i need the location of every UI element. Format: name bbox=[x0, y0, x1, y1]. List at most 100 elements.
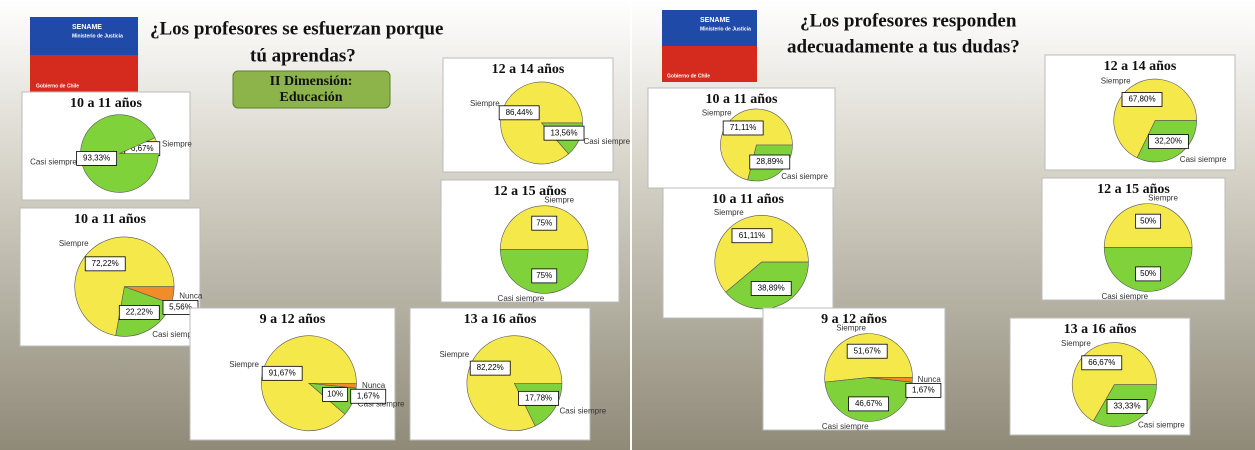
badge-text: Educación bbox=[279, 90, 342, 105]
value-label-box bbox=[731, 228, 773, 244]
value-label: 67,80% bbox=[1128, 95, 1155, 104]
value-label: 61,11% bbox=[739, 231, 766, 240]
logo-name: SENAME bbox=[72, 24, 102, 31]
category-label: Casi siempre bbox=[1101, 292, 1148, 301]
value-label: 51,67% bbox=[854, 346, 881, 355]
category-label: Siempre bbox=[1148, 193, 1178, 202]
pie-chart: 13 a 16 años Siempre 66,67% Casi siempre 33,… bbox=[1009, 317, 1191, 436]
logo-government: Gobierno de Chile bbox=[667, 73, 710, 79]
category-label: Casi siempre bbox=[358, 399, 405, 408]
pie-chart: 10 a 11 años Siempre 72,22% Casi siempre 22,… bbox=[19, 207, 203, 347]
value-label: 32,20% bbox=[1155, 137, 1182, 146]
value-label-box bbox=[531, 215, 558, 231]
chart-title: 13 a 16 años bbox=[464, 312, 537, 327]
value-label-box bbox=[350, 388, 387, 404]
value-label: 5,56% bbox=[169, 303, 192, 312]
value-label-box bbox=[118, 305, 160, 320]
chart-title: 12 a 15 años bbox=[1097, 182, 1170, 197]
value-label-box bbox=[905, 383, 942, 398]
pie-chart: 12 a 14 años Siempre 67,80% Casi siempre 32,… bbox=[1044, 54, 1236, 171]
chart-title: 10 a 11 años bbox=[712, 192, 785, 207]
value-label: 17,78% bbox=[525, 393, 552, 402]
value-label-box bbox=[84, 256, 126, 272]
value-label-box bbox=[1147, 134, 1189, 150]
category-label: Casi siempre bbox=[1180, 155, 1227, 164]
logo-government: Gobierno de Chile bbox=[36, 83, 79, 89]
logo: SENAME Ministerio de Justicia Gobierno d… bbox=[30, 17, 138, 92]
value-label: 10% bbox=[327, 390, 343, 399]
value-label-box bbox=[543, 125, 585, 141]
value-label: 86,44% bbox=[506, 108, 533, 117]
value-label-box bbox=[261, 365, 303, 381]
value-label: 33,33% bbox=[1113, 402, 1140, 411]
category-label: Casi siempre bbox=[30, 158, 77, 167]
category-label: Nunca bbox=[918, 375, 942, 384]
value-label-box bbox=[162, 300, 199, 315]
value-label: 50% bbox=[1140, 216, 1156, 225]
value-label-box bbox=[531, 268, 558, 284]
value-label-box bbox=[1135, 266, 1162, 282]
value-label: 66,67% bbox=[1088, 358, 1115, 367]
category-label: Siempre bbox=[714, 208, 744, 217]
pie-chart: 9 a 12 años Siempre 91,67% Casi siempre 10% N… bbox=[189, 307, 405, 441]
value-label: 75% bbox=[536, 271, 552, 280]
badge-text: II Dimensión: bbox=[270, 74, 353, 89]
category-label: Siempre bbox=[544, 195, 574, 204]
value-label: 13,56% bbox=[550, 128, 577, 137]
category-label: Siempre bbox=[470, 99, 500, 108]
value-label-box bbox=[76, 151, 118, 166]
pie-chart: 10 a 11 años Siempre 6,67% Casi siempre 93,3… bbox=[21, 91, 192, 201]
value-label: 93,33% bbox=[83, 154, 110, 163]
chart-title: 13 a 16 años bbox=[1064, 322, 1137, 337]
logo-ministry: Ministerio de Justicia bbox=[72, 33, 123, 39]
chart-title: 12 a 14 años bbox=[1104, 59, 1177, 74]
category-label: Casi siempre bbox=[781, 172, 828, 181]
value-label: 82,22% bbox=[477, 363, 504, 372]
value-label: 71,11% bbox=[730, 123, 757, 132]
value-label-box bbox=[1135, 213, 1162, 229]
value-label-box bbox=[322, 387, 348, 402]
category-label: Casi siempre bbox=[152, 330, 199, 339]
value-label-box bbox=[1081, 355, 1123, 371]
value-label: 28,89% bbox=[756, 157, 783, 166]
value-label-box bbox=[722, 120, 764, 136]
pie-slice bbox=[308, 382, 357, 389]
category-label: Casi siempre bbox=[498, 294, 545, 303]
category-label: Siempre bbox=[702, 108, 732, 117]
category-label: Siempre bbox=[439, 350, 469, 359]
value-label-box bbox=[749, 154, 791, 170]
category-label: Siempre bbox=[836, 324, 866, 333]
pie-slice bbox=[868, 377, 913, 383]
category-label: Siempre bbox=[59, 239, 89, 248]
pie-chart: 12 a 14 años Siempre 86,44% Casi siempre 13,… bbox=[442, 57, 631, 173]
value-label: 1,67% bbox=[357, 391, 380, 400]
category-label: Nunca bbox=[179, 291, 203, 300]
chart-title: 10 a 11 años bbox=[70, 96, 143, 111]
slide-title: ¿Los profesores se esfuerzan porque bbox=[150, 18, 443, 39]
value-label: 91,67% bbox=[269, 368, 296, 377]
category-label: Casi siempre bbox=[560, 407, 607, 416]
logo-ministry: Ministerio de Justicia bbox=[700, 26, 751, 32]
value-label: 75% bbox=[536, 218, 552, 227]
chart-title: 12 a 14 años bbox=[492, 62, 565, 77]
value-label: 50% bbox=[1140, 269, 1156, 278]
value-label: 6,67% bbox=[131, 144, 154, 153]
slide-title: tú aprendas? bbox=[250, 45, 356, 66]
value-label-box bbox=[518, 390, 559, 406]
category-label: Siempre bbox=[229, 360, 259, 369]
category-label: Siempre bbox=[1061, 339, 1091, 348]
chart-title: 9 a 12 años bbox=[260, 312, 326, 327]
value-label-box bbox=[498, 105, 540, 121]
value-label-box bbox=[848, 396, 889, 412]
chart-title: 12 a 15 años bbox=[494, 184, 567, 199]
chart-title: 10 a 11 años bbox=[706, 92, 779, 107]
logo-name: SENAME bbox=[700, 17, 730, 24]
value-label-box bbox=[750, 281, 792, 296]
category-label: Casi siempre bbox=[1138, 421, 1185, 430]
value-label-box bbox=[469, 360, 511, 376]
